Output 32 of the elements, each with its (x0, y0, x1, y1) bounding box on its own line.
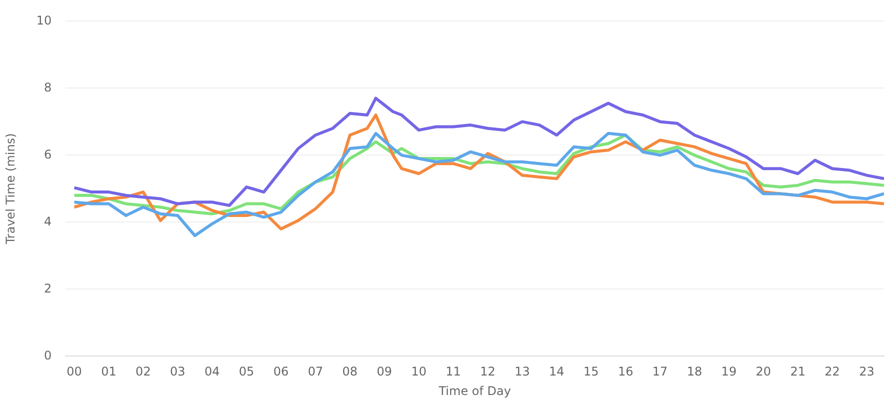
x-tick-label: 05 (238, 364, 254, 379)
y-axis-title: Travel Time (mins) (3, 133, 18, 246)
x-tick-label: 04 (204, 364, 220, 379)
x-tick-label: 20 (756, 364, 772, 379)
x-tick-label: 13 (514, 364, 530, 379)
x-tick-label: 22 (824, 364, 840, 379)
x-tick-label: 23 (859, 364, 874, 379)
x-tick-label: 06 (273, 364, 289, 379)
x-tick-label: 00 (66, 364, 82, 379)
x-tick-label: 02 (136, 364, 151, 379)
y-tick-label: 0 (44, 348, 52, 362)
y-tick-label: 10 (36, 13, 52, 28)
x-tick-label: 01 (101, 364, 116, 379)
x-tick-label: 21 (790, 364, 806, 379)
y-tick-label: 2 (44, 281, 52, 296)
x-tick-label: 12 (480, 364, 496, 379)
x-tick-label: 14 (549, 364, 564, 379)
y-tick-label: 4 (44, 214, 52, 228)
x-tick-label: 16 (618, 364, 634, 379)
y-tick-label: 6 (44, 147, 52, 162)
y-tick-label: 8 (44, 80, 52, 94)
x-tick-label: 07 (308, 364, 324, 379)
x-tick-label: 09 (376, 364, 392, 379)
x-tick-label: 10 (411, 364, 426, 379)
x-tick-label: 18 (686, 364, 702, 379)
x-axis-title: Time of Day (438, 384, 511, 398)
x-tick-label: 15 (583, 364, 599, 379)
x-tick-label: 03 (170, 364, 186, 379)
x-tick-label: 11 (446, 364, 461, 379)
x-tick-label: 19 (721, 364, 737, 379)
x-tick-label: 17 (652, 364, 668, 379)
x-tick-label: 08 (342, 364, 358, 379)
